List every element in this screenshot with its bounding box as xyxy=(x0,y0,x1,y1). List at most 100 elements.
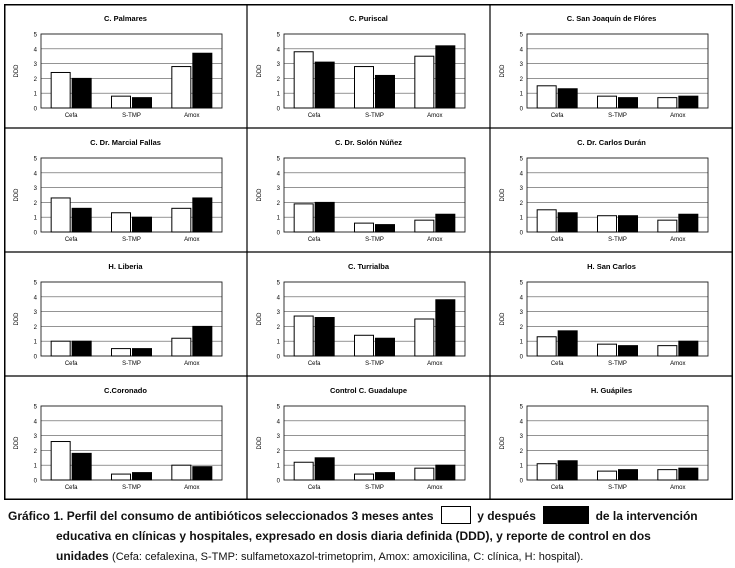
x-tick-label: S-TMP xyxy=(608,113,627,119)
y-tick-label: 1 xyxy=(277,340,281,346)
y-axis-label: DDD xyxy=(14,312,20,326)
x-tick-label: S-TMP xyxy=(365,361,384,367)
y-axis-label: DDD xyxy=(257,312,263,326)
y-tick-label: 4 xyxy=(34,47,38,53)
x-tick-label: Amox xyxy=(670,237,685,243)
x-tick-label: Cefa xyxy=(65,361,78,367)
x-tick-label: Cefa xyxy=(551,237,564,243)
bar xyxy=(293,315,314,357)
chart-panel: H. San Carlos 0 1 2 3 4 5 DDD Cefa S-TMP Amox xyxy=(500,262,709,367)
y-tick-label: 0 xyxy=(34,479,38,485)
y-tick-label: 2 xyxy=(277,77,281,83)
y-tick-label: 2 xyxy=(34,449,38,455)
chart-title: C. Turrialba xyxy=(348,262,390,271)
x-tick-label: S-TMP xyxy=(122,485,141,491)
plot-area xyxy=(526,157,709,233)
y-axis-label: DDD xyxy=(500,312,506,326)
bar xyxy=(71,77,92,109)
caption-line-1: Gráfico 1. Perfil del consumo de antibió… xyxy=(8,506,730,526)
legend-swatch-before xyxy=(440,506,471,524)
y-tick-label: 5 xyxy=(277,281,281,287)
plot-area xyxy=(283,33,466,109)
y-tick-label: 3 xyxy=(277,310,281,316)
bar xyxy=(132,216,152,233)
y-tick-label: 0 xyxy=(520,479,524,485)
x-tick-label: Cefa xyxy=(65,113,78,119)
chart-title: Control C. Guadalupe xyxy=(330,386,407,395)
bar xyxy=(354,222,374,233)
y-tick-label: 1 xyxy=(34,464,38,470)
caption-line-2: educativa en clínicas y hospitales, expr… xyxy=(56,529,651,543)
y-tick-label: 5 xyxy=(520,281,524,287)
y-tick-label: 5 xyxy=(520,157,524,163)
y-tick-label: 2 xyxy=(520,77,524,83)
x-tick-label: Amox xyxy=(427,361,442,367)
bar xyxy=(618,469,638,481)
y-tick-label: 1 xyxy=(277,464,281,470)
bar xyxy=(678,340,699,357)
bar xyxy=(657,469,678,481)
bar xyxy=(375,224,395,233)
bar xyxy=(678,213,699,233)
y-tick-label: 4 xyxy=(520,47,524,53)
y-tick-label: 5 xyxy=(34,157,38,163)
x-tick-label: S-TMP xyxy=(122,237,141,243)
bar xyxy=(557,330,578,357)
bar xyxy=(618,215,638,233)
bar xyxy=(192,466,213,481)
bar xyxy=(293,203,314,233)
y-tick-label: 3 xyxy=(277,186,281,192)
plot-area xyxy=(526,405,709,481)
bar xyxy=(375,337,395,357)
bar xyxy=(132,97,152,109)
bar xyxy=(657,97,678,109)
y-axis-label: DDD xyxy=(257,436,263,450)
y-tick-label: 4 xyxy=(277,419,281,425)
bar xyxy=(618,345,638,357)
y-tick-label: 2 xyxy=(34,325,38,331)
y-tick-label: 0 xyxy=(34,355,38,361)
chart-title: C. Dr. Carlos Durán xyxy=(577,138,646,147)
chart-panel: H. Guápiles 0 1 2 3 4 5 DDD Cefa S-TMP Amox xyxy=(500,386,709,491)
x-tick-label: Amox xyxy=(670,113,685,119)
y-tick-label: 4 xyxy=(520,295,524,301)
y-tick-label: 2 xyxy=(34,201,38,207)
caption-label: Gráfico 1. xyxy=(8,509,64,523)
caption-part-2: y después xyxy=(477,509,536,523)
bar xyxy=(435,213,456,233)
y-tick-label: 5 xyxy=(34,281,38,287)
bar xyxy=(435,464,456,481)
chart-title: C. Dr. Solón Núñez xyxy=(335,138,402,147)
x-tick-label: S-TMP xyxy=(122,113,141,119)
chart-panel: Control C. Guadalupe 0 1 2 3 4 5 DDD Cefa S-TMP Am… xyxy=(257,386,466,491)
bar xyxy=(71,452,92,481)
y-tick-label: 2 xyxy=(277,449,281,455)
bar xyxy=(132,348,152,357)
bar xyxy=(192,52,213,109)
y-tick-label: 5 xyxy=(277,33,281,39)
bar xyxy=(414,55,435,109)
bar xyxy=(192,197,213,233)
x-tick-label: S-TMP xyxy=(365,485,384,491)
x-tick-label: Amox xyxy=(184,237,199,243)
bar xyxy=(597,470,617,481)
bar xyxy=(171,337,192,357)
chart-title: H. Guápiles xyxy=(591,386,632,395)
bar xyxy=(435,45,456,109)
plot-area xyxy=(526,33,709,109)
y-axis-label: DDD xyxy=(500,64,506,78)
bar xyxy=(171,207,192,233)
x-tick-label: Cefa xyxy=(551,485,564,491)
bar xyxy=(192,325,213,357)
y-tick-label: 1 xyxy=(34,92,38,98)
chart-title: C. Puriscal xyxy=(349,14,388,23)
y-tick-label: 0 xyxy=(277,355,281,361)
x-tick-label: Cefa xyxy=(65,485,78,491)
y-tick-label: 5 xyxy=(34,33,38,39)
plot-area xyxy=(40,405,223,481)
y-tick-label: 0 xyxy=(520,107,524,113)
bar xyxy=(597,215,617,233)
x-tick-label: Amox xyxy=(184,113,199,119)
plot-area xyxy=(283,157,466,233)
